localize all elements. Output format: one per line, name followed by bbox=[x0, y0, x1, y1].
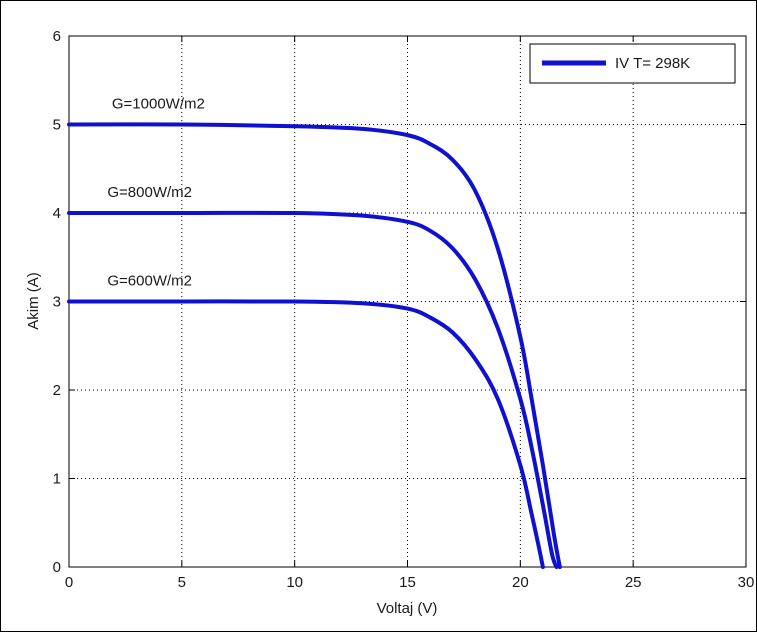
y-tick-label: 0 bbox=[53, 559, 61, 576]
y-tick-label: 6 bbox=[53, 28, 61, 45]
curve-label-3: G=600W/m2 bbox=[107, 273, 192, 290]
y-tick-label: 5 bbox=[53, 117, 61, 134]
x-tick-label: 30 bbox=[738, 574, 755, 591]
iv-curve-3 bbox=[67, 299, 545, 569]
y-tick-label: 1 bbox=[53, 471, 61, 488]
x-axis-title: Voltaj (V) bbox=[377, 600, 438, 617]
iv-curve-1 bbox=[67, 122, 562, 569]
x-tick-label: 20 bbox=[512, 574, 529, 591]
x-tick-label: 0 bbox=[65, 574, 73, 591]
y-tick-label: 2 bbox=[53, 382, 61, 399]
legend: IV T= 298K bbox=[529, 43, 736, 84]
curve-label-2: G=800W/m2 bbox=[107, 184, 192, 201]
legend-entry-label: IV T= 298K bbox=[615, 55, 690, 72]
y-tick-label: 4 bbox=[53, 205, 61, 222]
curve-labels: G=1000W/m2 G=800W/m2 G=600W/m2 bbox=[107, 96, 204, 290]
iv-curves bbox=[67, 122, 562, 569]
y-axis-title: Akim (A) bbox=[25, 272, 42, 330]
x-tick-label: 25 bbox=[625, 574, 642, 591]
x-tick-label: 10 bbox=[286, 574, 303, 591]
axis-ticks: 0 5 10 15 20 25 30 0 1 2 3 4 5 6 bbox=[53, 28, 755, 591]
x-tick-label: 15 bbox=[399, 574, 416, 591]
y-tick-label: 3 bbox=[53, 294, 61, 311]
iv-curve-2 bbox=[67, 210, 559, 569]
x-tick-label: 5 bbox=[178, 574, 186, 591]
curve-label-1: G=1000W/m2 bbox=[112, 96, 205, 113]
